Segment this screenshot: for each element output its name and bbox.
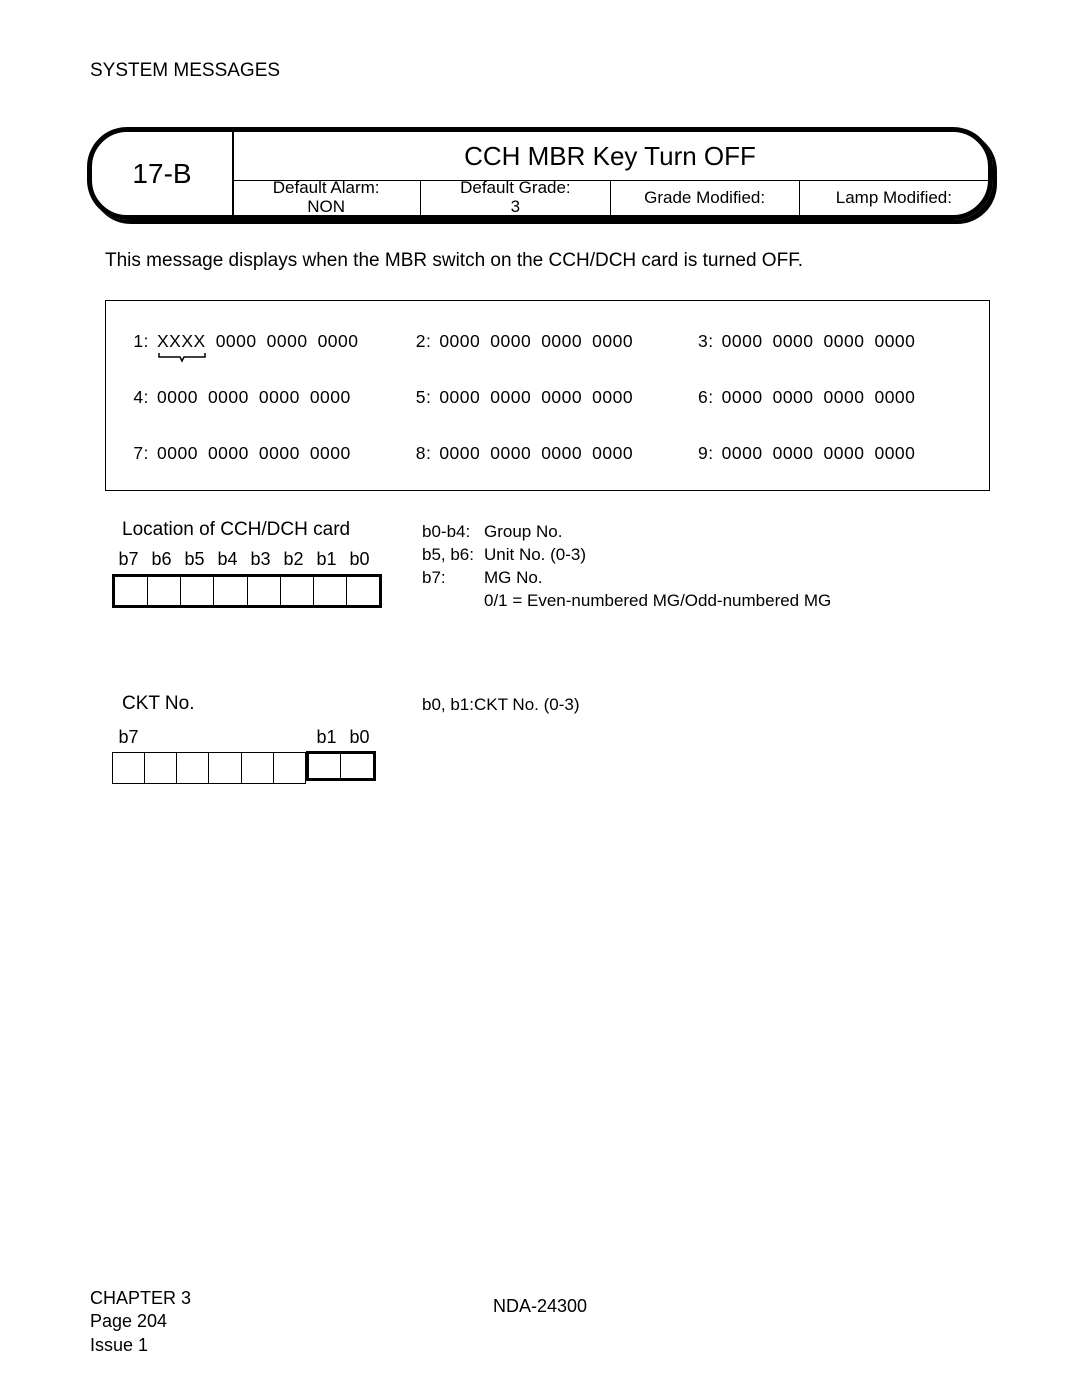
legend-row: b0-b4:Group No. xyxy=(422,521,831,544)
data-row: 4:00000000000000005:00000000000000006:00… xyxy=(124,387,971,408)
bit-label: b7 xyxy=(112,549,145,570)
bit-grid xyxy=(112,574,382,608)
ckt-bits-legend: b0, b1:CKT No. (0-3) xyxy=(422,693,580,782)
footer-issue: Issue 1 xyxy=(90,1334,191,1357)
message-banner: 17-B CCH MBR Key Turn OFF Default Alarm:… xyxy=(87,127,993,220)
bit-label: b3 xyxy=(244,549,277,570)
bit-label: b0 xyxy=(343,549,376,570)
banner-sub-cell: Grade Modified: xyxy=(610,181,799,215)
legend-row: 0/1 = Even-numbered MG/Odd-numbered MG xyxy=(422,590,831,613)
banner-sub-cell: Default Grade:3 xyxy=(420,181,609,215)
data-row: 7:00000000000000008:00000000000000009:00… xyxy=(124,443,971,464)
message-code: 17-B xyxy=(92,132,232,215)
location-bits-legend: b0-b4:Group No.b5, b6:Unit No. (0-3)b7:M… xyxy=(422,519,831,613)
data-row: 1:XXXX0000000000002:00000000000000003:00… xyxy=(124,331,971,352)
ckt-bit-grid xyxy=(112,752,376,782)
location-bits-title: Location of CCH/DCH card xyxy=(122,519,402,541)
ckt-bit-labels: b7 b1 b0 xyxy=(112,727,376,748)
ckt-title: CKT No. xyxy=(122,693,402,715)
legend-row: b5, b6:Unit No. (0-3) xyxy=(422,544,831,567)
banner-sub-cell: Default Alarm:NON xyxy=(232,181,420,215)
data-box: 1:XXXX0000000000002:00000000000000003:00… xyxy=(105,300,990,491)
banner-sub-cell: Lamp Modified: xyxy=(799,181,988,215)
message-description: This message displays when the MBR switc… xyxy=(105,250,990,272)
ckt-bits-section: CKT No. b7 b1 b0 b0, b1:CKT No. (0-3) xyxy=(122,693,990,782)
footer-chapter: CHAPTER 3 xyxy=(90,1287,191,1310)
page-footer-left: CHAPTER 3 Page 204 Issue 1 xyxy=(90,1287,191,1357)
message-title: CCH MBR Key Turn OFF xyxy=(232,132,988,180)
ckt-label-b7: b7 xyxy=(112,727,145,748)
location-bits-section: Location of CCH/DCH card b7b6b5b4b3b2b1b… xyxy=(122,519,990,613)
bit-label: b2 xyxy=(277,549,310,570)
legend-row: b0, b1:CKT No. (0-3) xyxy=(422,695,580,715)
ckt-label-b0: b0 xyxy=(343,727,376,748)
bit-labels-row: b7b6b5b4b3b2b1b0 xyxy=(112,549,402,570)
ckt-label-b1: b1 xyxy=(310,727,343,748)
bit-label: b1 xyxy=(310,549,343,570)
legend-row: b7:MG No. xyxy=(422,567,831,590)
bit-label: b4 xyxy=(211,549,244,570)
page-header: SYSTEM MESSAGES xyxy=(90,60,990,82)
page-footer-center: NDA-24300 xyxy=(493,1296,587,1317)
bit-label: b5 xyxy=(178,549,211,570)
banner-subrow: Default Alarm:NONDefault Grade:3Grade Mo… xyxy=(232,181,988,215)
bit-label: b6 xyxy=(145,549,178,570)
footer-page: Page 204 xyxy=(90,1310,191,1333)
